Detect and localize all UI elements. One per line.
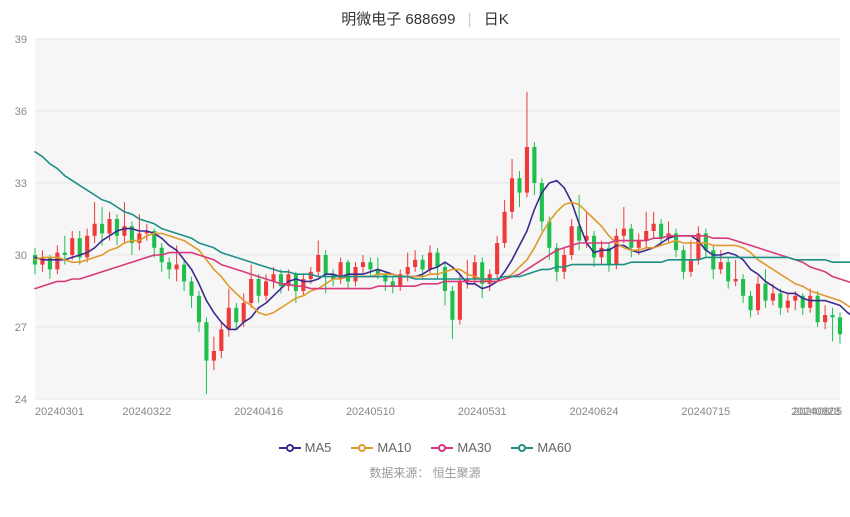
stock-code: 688699 — [405, 11, 455, 28]
legend-item-ma30[interactable]: MA30 — [431, 440, 491, 455]
svg-text:39: 39 — [15, 34, 27, 46]
legend-marker-icon — [351, 443, 373, 453]
legend-item-ma60[interactable]: MA60 — [511, 440, 571, 455]
svg-text:30: 30 — [15, 250, 27, 262]
legend-item-ma10[interactable]: MA10 — [351, 440, 411, 455]
source-value: 恒生聚源 — [433, 466, 481, 480]
legend-label: MA10 — [377, 440, 411, 455]
svg-text:20240624: 20240624 — [570, 406, 619, 418]
svg-text:20240531: 20240531 — [458, 406, 507, 418]
legend-marker-icon — [431, 443, 453, 453]
svg-text:20240416: 20240416 — [234, 406, 283, 418]
title-separator: | — [468, 11, 472, 28]
candlestick-chart: 24 27 30 33 36 39 20240301 20240322 20240416 2024… — [0, 29, 850, 434]
legend-marker-icon — [279, 443, 301, 453]
legend-label: MA5 — [305, 440, 332, 455]
svg-text:36: 36 — [15, 106, 27, 118]
stock-name: 明微电子 — [341, 11, 401, 28]
svg-text:33: 33 — [15, 178, 27, 190]
svg-text:24: 24 — [15, 394, 27, 406]
legend: MA5 MA10 MA30 MA60 — [0, 434, 850, 456]
legend-label: MA60 — [537, 440, 571, 455]
legend-item-ma5[interactable]: MA5 — [279, 440, 332, 455]
svg-text:20240301: 20240301 — [35, 406, 84, 418]
svg-text:27: 27 — [15, 322, 27, 334]
data-source: 数据来源： 恒生聚源 — [0, 456, 850, 481]
svg-text:20240823: 20240823 — [791, 406, 840, 418]
chart-title: 明微电子 688699 | 日K — [0, 0, 850, 29]
source-label: 数据来源： — [369, 466, 429, 480]
legend-label: MA30 — [457, 440, 491, 455]
svg-text:20240715: 20240715 — [681, 406, 730, 418]
legend-marker-icon — [511, 443, 533, 453]
period-label: 日K — [484, 11, 509, 28]
svg-text:20240322: 20240322 — [122, 406, 171, 418]
svg-text:20240510: 20240510 — [346, 406, 395, 418]
